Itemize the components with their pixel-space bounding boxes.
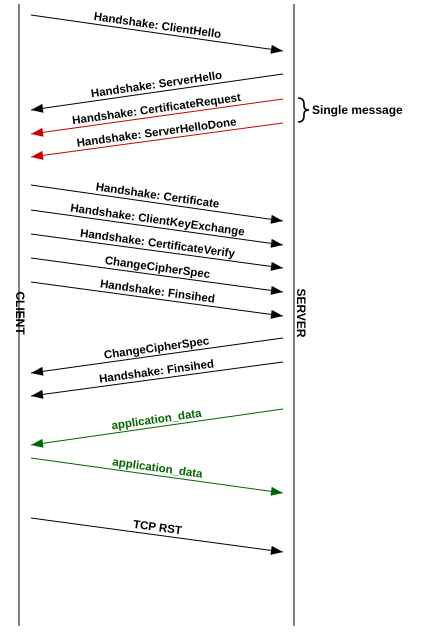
message-line: [30, 337, 284, 374]
message-label: application_data: [111, 408, 203, 433]
arrowhead: [270, 309, 283, 319]
single-message-brace: [297, 97, 310, 123]
message-line: [30, 361, 284, 397]
arrowhead: [270, 545, 283, 555]
message-arrow: application_data: [30, 456, 284, 496]
arrowhead: [31, 389, 44, 399]
message-line: [30, 281, 284, 317]
message-arrow: Handshake: ServerHelloDone: [30, 116, 284, 160]
message-arrow: Handshake: Finsihed: [30, 278, 284, 319]
arrowhead: [31, 366, 44, 376]
message-line: [30, 517, 284, 553]
message-line: [30, 184, 284, 222]
message-label: Handshake: ClientHello: [93, 11, 222, 41]
message-arrow: Handshake: Finsihed: [30, 358, 284, 399]
arrowhead: [270, 214, 283, 224]
message-line: [30, 14, 284, 52]
client-label: CLIENT: [13, 291, 27, 335]
arrowhead: [31, 127, 44, 137]
message-label: Handshake: Finsihed: [98, 358, 214, 385]
arrowhead: [270, 285, 283, 295]
message-line: [30, 457, 284, 494]
arrowhead: [31, 103, 44, 113]
message-arrow: Handshake: ClientHello: [30, 11, 284, 54]
message-label: ChangeCipherSpec: [104, 255, 211, 281]
message-line: [30, 98, 284, 135]
message-line: [30, 233, 284, 269]
message-label: TCP RST: [132, 519, 182, 537]
message-label: ChangeCipherSpec: [103, 335, 210, 362]
message-label: application_data: [112, 456, 204, 480]
arrowhead: [270, 261, 283, 271]
server-label: SERVER: [294, 288, 308, 337]
arrowhead: [270, 238, 283, 248]
message-list: Handshake: ClientHello Handshake: ServerH…: [30, 11, 284, 555]
message-line: [30, 122, 284, 158]
message-line: [30, 73, 284, 111]
arrowhead: [270, 44, 283, 54]
message-line: [30, 209, 284, 246]
message-arrow: application_data: [30, 408, 284, 448]
single-message-note: Single message: [312, 103, 403, 117]
message-label: Handshake: Finsihed: [99, 278, 215, 305]
arrowhead: [31, 438, 44, 448]
arrowhead: [270, 486, 283, 496]
message-label: Handshake: Certificate: [95, 181, 220, 211]
arrowhead: [31, 150, 44, 160]
message-line: [30, 408, 284, 446]
message-line: [30, 257, 284, 293]
message-arrow: TCP RST: [30, 517, 284, 555]
